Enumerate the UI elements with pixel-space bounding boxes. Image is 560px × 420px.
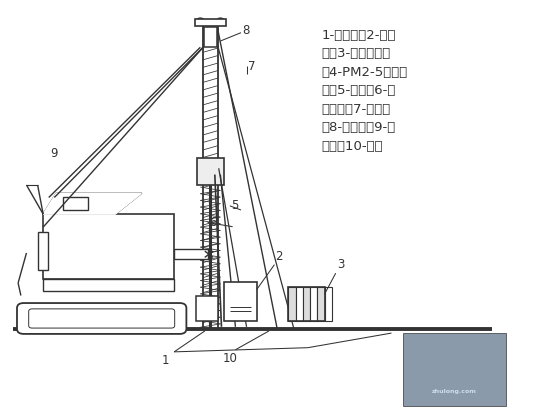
Bar (288, 287, 325, 321)
FancyBboxPatch shape (29, 309, 175, 328)
Polygon shape (43, 193, 141, 214)
FancyBboxPatch shape (17, 303, 186, 334)
Text: 1-流量计；2-控制
柜；3-低压变压器
；4-PM2-5浆送装
置；5-电缆；6-输
浆胶管；7-搅拌轴
；8-搅拌机；9-打
桩机；10-电缆: 1-流量计；2-控制 柜；3-低压变压器 ；4-PM2-5浆送装 置；5-电缆；… (322, 29, 408, 152)
Circle shape (243, 297, 248, 300)
Text: 5: 5 (231, 200, 239, 213)
Bar (318, 287, 325, 321)
Bar (195, 19, 226, 26)
Bar (38, 232, 48, 270)
Text: 2: 2 (276, 249, 283, 262)
Text: 7: 7 (248, 60, 256, 73)
Bar (204, 27, 217, 47)
Bar (63, 197, 88, 210)
Circle shape (230, 297, 235, 300)
Bar (43, 279, 174, 291)
Bar (325, 287, 332, 321)
Text: 6: 6 (209, 216, 217, 229)
Bar (197, 158, 224, 185)
Text: 1: 1 (162, 354, 170, 367)
Bar (224, 282, 256, 321)
Bar (403, 333, 506, 406)
Bar (43, 214, 174, 279)
Bar (288, 287, 296, 321)
Bar (296, 287, 303, 321)
Text: 3: 3 (337, 258, 344, 271)
Bar (174, 249, 208, 260)
Text: zhulong.com: zhulong.com (431, 389, 477, 394)
Text: 9: 9 (50, 147, 58, 160)
Text: 8: 8 (242, 24, 250, 37)
Bar (310, 287, 318, 321)
Bar (303, 287, 310, 321)
Text: 10: 10 (222, 352, 237, 365)
Bar (197, 296, 218, 321)
